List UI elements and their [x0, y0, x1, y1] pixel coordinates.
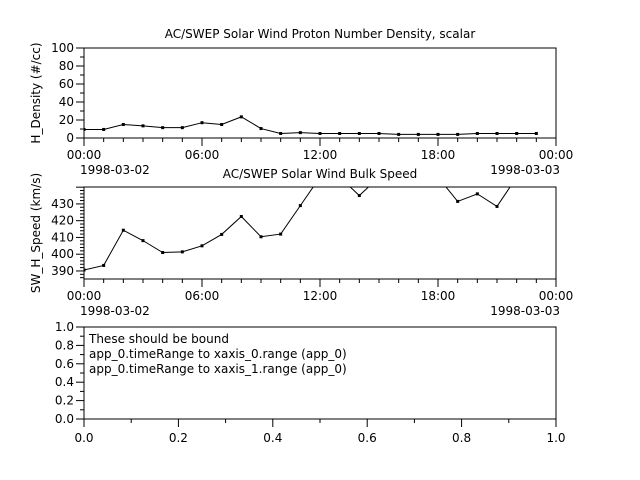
y-tick-label: 410 [51, 230, 74, 244]
data-point [121, 228, 125, 232]
x-tick-label: 12:00 [303, 289, 338, 303]
data-point [259, 127, 263, 131]
y-tick-label: 420 [51, 214, 74, 228]
x-tick-label: 00:00 [539, 289, 574, 303]
data-point [239, 115, 243, 119]
data-point [436, 132, 440, 136]
data-point [338, 132, 342, 135]
x-tick-label: 0.8 [452, 431, 471, 445]
data-point [456, 199, 460, 203]
x-tick-label: 0.4 [263, 431, 282, 445]
data-point [298, 131, 302, 135]
data-point [279, 132, 283, 135]
plot-frame [83, 186, 557, 280]
panel-0: AC/SWEP Solar Wind Proton Number Density… [29, 27, 573, 177]
y-axis-label: SW_H_Speed (km/s) [29, 173, 43, 293]
annotation-text: These should be bound [88, 332, 229, 346]
y-tick-label: 0.8 [55, 338, 74, 352]
data-point [161, 126, 165, 130]
y-tick-label: 1.0 [55, 320, 74, 334]
data-point [377, 132, 381, 135]
data-point [200, 244, 204, 248]
data-point [456, 132, 460, 136]
data-point [495, 204, 499, 208]
y-axis-label: H_Density (#/cc) [29, 42, 43, 143]
data-point [141, 239, 145, 243]
data-point [180, 126, 184, 130]
x-tick-label: 18:00 [421, 289, 456, 303]
x-tick-label: 0.6 [358, 431, 377, 445]
y-tick-label: 0.4 [55, 375, 74, 389]
y-tick-label: 40 [59, 95, 74, 109]
data-point [121, 123, 125, 126]
data-point [397, 132, 401, 136]
data-point [437, 176, 440, 179]
data-point [141, 124, 145, 128]
data-point [84, 127, 86, 131]
plot-frame [83, 47, 557, 139]
data-point [259, 235, 263, 239]
data-point [298, 204, 302, 208]
data-point [357, 194, 361, 198]
y-tick-label: 80 [59, 59, 74, 73]
data-point [318, 132, 322, 135]
y-tick-label: 430 [51, 197, 74, 211]
x-tick-label: 06:00 [185, 148, 220, 162]
series [84, 115, 538, 136]
x-tick-label: 00:00 [539, 148, 574, 162]
series-line [84, 187, 511, 271]
y-tick-label: 400 [51, 247, 74, 261]
y-tick-label: 0.0 [55, 412, 74, 426]
data-point [475, 132, 479, 135]
data-point [84, 268, 86, 272]
annotation-text: app_0.timeRange to xaxis_1.range (app_0) [89, 362, 347, 376]
data-point [161, 251, 165, 255]
y-tick-label: 60 [59, 77, 74, 91]
data-point [416, 132, 420, 136]
x-date-label: 1998-03-02 [80, 163, 150, 177]
x-tick-label: 00:00 [67, 289, 102, 303]
data-point [515, 132, 519, 135]
data-point [534, 132, 538, 135]
panel-1: AC/SWEP Solar Wind Bulk Speed SW_H_Speed … [29, 167, 573, 318]
x-tick-label: 18:00 [421, 148, 456, 162]
y-tick-label: 100 [51, 41, 74, 55]
x-tick-label: 1.0 [546, 431, 565, 445]
y-tick-label: 0.2 [55, 394, 74, 408]
data-point [279, 232, 283, 236]
annotation-text: app_0.timeRange to xaxis_0.range (app_0) [89, 347, 347, 361]
data-point [102, 127, 106, 131]
data-point [475, 192, 479, 196]
data-point [357, 132, 361, 135]
panel-2: 0.0 0.2 0.4 0.6 0.8 1.0 0.0 0.2 0.4 0.6 0.8 1.0 Thes… [55, 320, 566, 445]
y-tick-label: 390 [51, 264, 74, 278]
series-line [84, 116, 537, 135]
data-point [180, 250, 184, 254]
x-date-label: 1998-03-03 [490, 163, 560, 177]
x-tick-label: 00:00 [67, 148, 102, 162]
series [84, 176, 511, 272]
data-point [102, 263, 106, 267]
chart-title: AC/SWEP Solar Wind Proton Number Density… [165, 27, 476, 41]
x-date-label: 1998-03-03 [490, 304, 560, 318]
x-date-label: 1998-03-02 [80, 304, 150, 318]
y-tick-label: 0.6 [55, 357, 74, 371]
data-point [220, 232, 224, 236]
data-point [200, 121, 204, 125]
y-tick-label: 20 [59, 113, 74, 127]
x-tick-label: 06:00 [185, 289, 220, 303]
data-point [495, 132, 499, 135]
data-point [220, 123, 224, 126]
x-tick-label: 12:00 [303, 148, 338, 162]
y-tick-label: 0 [66, 131, 74, 145]
x-tick-label: 0.2 [169, 431, 188, 445]
x-tick-label: 0.0 [74, 431, 93, 445]
data-point [417, 176, 420, 179]
chart-title: AC/SWEP Solar Wind Bulk Speed [223, 167, 417, 181]
data-point [239, 214, 243, 218]
